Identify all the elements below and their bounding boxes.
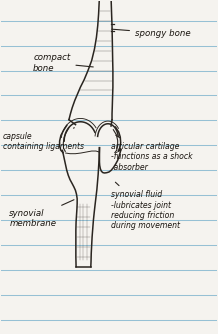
Text: compact
bone: compact bone bbox=[33, 53, 93, 72]
Text: synovial
membrane: synovial membrane bbox=[9, 200, 74, 228]
Text: synovial fluid
-lubricates joint
reducing friction
during movement: synovial fluid -lubricates joint reducin… bbox=[111, 182, 180, 230]
Text: capsule
containing ligaments: capsule containing ligaments bbox=[3, 128, 84, 152]
Text: articular cartilage
-functions as a shock
 absorber: articular cartilage -functions as a shoc… bbox=[111, 135, 193, 172]
Text: spongy bone: spongy bone bbox=[112, 29, 191, 38]
